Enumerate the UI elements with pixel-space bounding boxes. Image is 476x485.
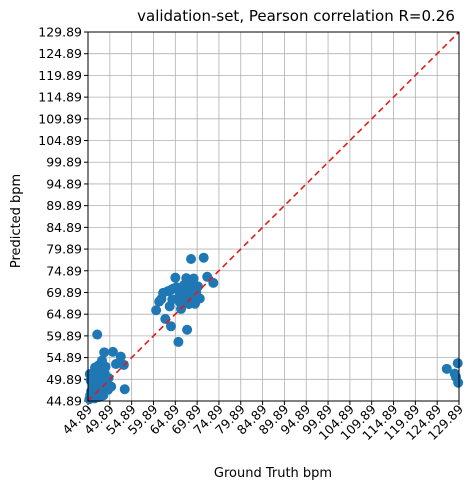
y-tick-label: 89.89 <box>46 198 82 213</box>
data-point <box>450 372 461 383</box>
data-point <box>186 282 197 293</box>
data-point <box>107 346 118 357</box>
data-point <box>106 381 117 392</box>
y-tick-label: 119.89 <box>38 68 82 83</box>
data-point <box>183 299 194 310</box>
data-point <box>167 294 178 305</box>
data-point <box>170 272 181 283</box>
data-point <box>99 347 110 358</box>
y-tick-label: 104.89 <box>38 133 82 148</box>
data-point <box>208 277 219 288</box>
y-tick-label: 44.89 <box>46 394 82 409</box>
y-tick-label: 49.89 <box>46 372 82 387</box>
y-tick-label: 79.89 <box>46 242 82 257</box>
y-tick-label: 64.89 <box>46 307 82 322</box>
data-point <box>95 376 106 387</box>
y-tick-label: 74.89 <box>46 263 82 278</box>
data-point <box>103 372 114 383</box>
data-point <box>151 305 162 316</box>
data-point <box>110 359 121 370</box>
data-point <box>188 273 199 284</box>
data-point <box>100 361 111 372</box>
plot-area-frame <box>87 31 460 402</box>
y-axis-ticks: 44.89 49.89 54.89 59.89 64.89 69.89 74.89 79.89… <box>38 25 88 409</box>
data-point <box>441 363 452 374</box>
chart-title: validation-set, Pearson correlation R=0.… <box>137 7 455 25</box>
data-point <box>92 329 103 340</box>
y-tick-label: 94.89 <box>46 176 82 191</box>
y-tick-label: 129.89 <box>38 25 82 40</box>
x-axis-ticks: 44.8949.8954.8959.8964.8969.8974.8979.89… <box>59 401 466 443</box>
data-point <box>90 362 101 373</box>
data-point <box>166 284 177 295</box>
y-tick-label: 124.89 <box>38 46 82 61</box>
data-point <box>119 384 130 395</box>
y-tick-label: 54.89 <box>46 350 82 365</box>
data-point <box>198 252 209 263</box>
data-point <box>175 297 186 308</box>
scatter-points <box>84 252 464 405</box>
data-point <box>181 273 192 284</box>
y-tick-label: 59.89 <box>46 328 82 343</box>
y-tick-label: 114.89 <box>38 90 82 105</box>
grid <box>87 31 460 402</box>
y-tick-label: 109.89 <box>38 111 82 126</box>
data-point <box>182 324 193 335</box>
y-tick-label: 69.89 <box>46 285 82 300</box>
data-point <box>186 254 197 265</box>
y-tick-label: 84.89 <box>46 220 82 235</box>
data-point <box>194 293 205 304</box>
data-point <box>115 351 126 362</box>
data-point <box>452 358 463 369</box>
y-axis-label: Predicted bpm <box>9 174 24 268</box>
y-tick-label: 99.89 <box>46 155 82 170</box>
x-axis-label: Ground Truth bpm <box>214 466 332 481</box>
identity-line <box>87 31 460 402</box>
data-point <box>165 321 176 332</box>
data-point <box>173 336 184 347</box>
